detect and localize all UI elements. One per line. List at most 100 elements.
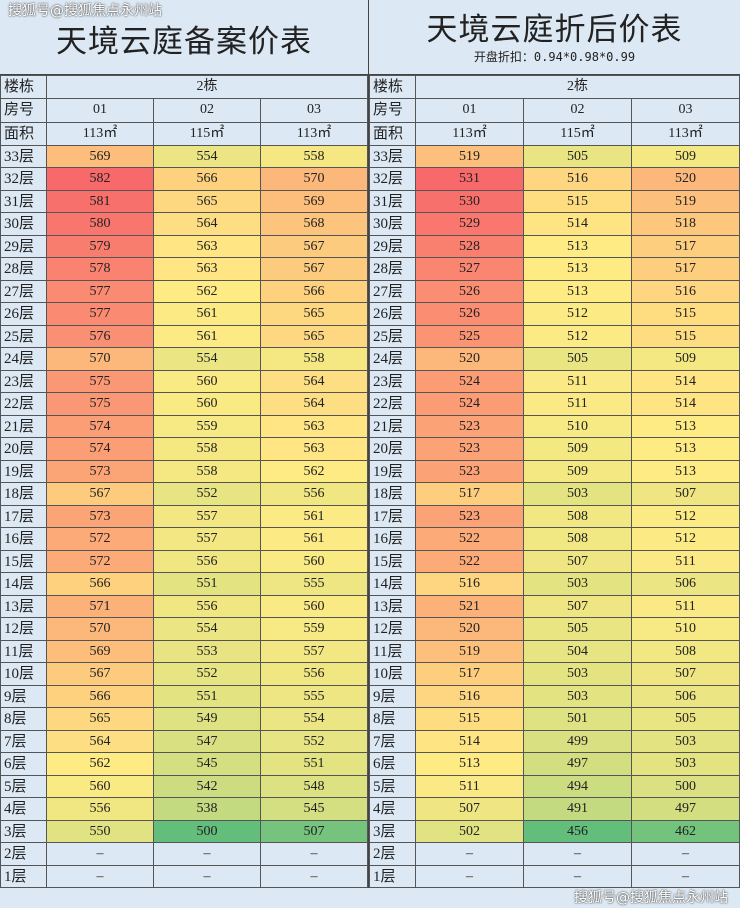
price-cell: – bbox=[523, 864, 632, 889]
floor-label: 15层 bbox=[0, 549, 47, 574]
floor-label: 11层 bbox=[369, 639, 416, 664]
floor-label: 30层 bbox=[0, 212, 47, 236]
price-cell: 517 bbox=[631, 234, 740, 259]
price-cell: 556 bbox=[260, 482, 368, 506]
price-cell: 491 bbox=[523, 797, 632, 821]
price-cell: 564 bbox=[260, 392, 368, 416]
floor-row: 5层 560 542 548 bbox=[0, 774, 368, 799]
price-cell: 555 bbox=[260, 572, 368, 596]
price-cell: 550 bbox=[46, 819, 154, 844]
price-cell: 573 bbox=[46, 504, 154, 529]
floor-row: 19层 523 509 513 bbox=[369, 459, 740, 484]
price-cell: – bbox=[415, 842, 524, 866]
floor-label: 12层 bbox=[0, 617, 47, 641]
floor-label: 21层 bbox=[369, 414, 416, 439]
price-tables: 天境云庭备案价表 楼栋 2栋 房号 01 02 03 面积 113㎡ 115㎡ 113㎡ 33层 56… bbox=[0, 0, 740, 889]
price-cell: 569 bbox=[260, 189, 368, 214]
price-cell: 519 bbox=[415, 144, 524, 169]
title-area: 天境云庭折后价表 开盘折扣：0.94*0.98*0.99 bbox=[369, 0, 740, 75]
price-cell: 553 bbox=[153, 639, 261, 664]
price-cell: 557 bbox=[153, 504, 261, 529]
price-cell: – bbox=[415, 864, 524, 889]
price-cell: 511 bbox=[523, 369, 632, 394]
price-cell: 564 bbox=[260, 369, 368, 394]
price-cell: 549 bbox=[153, 707, 261, 731]
table-title: 天境云庭折后价表 bbox=[426, 12, 683, 47]
price-cell: 569 bbox=[46, 144, 154, 169]
price-cell: 565 bbox=[46, 707, 154, 731]
row-label: 楼栋 bbox=[0, 74, 47, 100]
floor-row: 23层 524 511 514 bbox=[369, 369, 740, 394]
floor-row: 1层 – – – bbox=[0, 864, 368, 889]
price-cell: 517 bbox=[415, 662, 524, 686]
price-cell: 558 bbox=[153, 459, 261, 484]
row-label: 面积 bbox=[369, 121, 416, 146]
unit-area: 115㎡ bbox=[523, 121, 632, 146]
price-cell: 505 bbox=[523, 617, 632, 641]
price-cell: 572 bbox=[46, 527, 154, 551]
price-cell: 523 bbox=[415, 459, 524, 484]
price-cell: 514 bbox=[415, 729, 524, 754]
floor-label: 9层 bbox=[369, 684, 416, 709]
price-cell: 507 bbox=[523, 594, 632, 619]
price-cell: 551 bbox=[153, 572, 261, 596]
price-cell: 524 bbox=[415, 392, 524, 416]
price-cell: 563 bbox=[260, 437, 368, 461]
price-cell: 564 bbox=[153, 212, 261, 236]
unit-area: 113㎡ bbox=[260, 121, 368, 146]
floor-label: 16层 bbox=[369, 527, 416, 551]
price-cell: 510 bbox=[523, 414, 632, 439]
price-cell: 515 bbox=[415, 707, 524, 731]
price-cell: 548 bbox=[260, 774, 368, 799]
price-cell: 514 bbox=[631, 392, 740, 416]
floor-row: 28层 578 563 567 bbox=[0, 257, 368, 281]
price-cell: 512 bbox=[631, 527, 740, 551]
price-cell: 503 bbox=[523, 662, 632, 686]
price-cell: 507 bbox=[631, 482, 740, 506]
price-cell: 522 bbox=[415, 527, 524, 551]
price-cell: 560 bbox=[153, 369, 261, 394]
price-cell: 511 bbox=[631, 594, 740, 619]
price-cell: 562 bbox=[153, 279, 261, 304]
floor-label: 11层 bbox=[0, 639, 47, 664]
floor-row: 2层 – – – bbox=[0, 842, 368, 866]
floor-label: 6层 bbox=[0, 752, 47, 776]
price-cell: 523 bbox=[415, 414, 524, 439]
price-cell: 557 bbox=[260, 639, 368, 664]
floor-row: 19层 573 558 562 bbox=[0, 459, 368, 484]
price-cell: 570 bbox=[46, 617, 154, 641]
price-cell: – bbox=[46, 842, 154, 866]
price-cell: 512 bbox=[523, 302, 632, 326]
floor-label: 7层 bbox=[0, 729, 47, 754]
floor-label: 33层 bbox=[0, 144, 47, 169]
floor-row: 20层 523 509 513 bbox=[369, 437, 740, 461]
floor-row: 10层 517 503 507 bbox=[369, 662, 740, 686]
price-cell: 507 bbox=[415, 797, 524, 821]
price-cell: 577 bbox=[46, 279, 154, 304]
floor-label: 32层 bbox=[0, 167, 47, 191]
price-cell: 514 bbox=[631, 369, 740, 394]
price-cell: 554 bbox=[260, 707, 368, 731]
price-cell: – bbox=[523, 842, 632, 866]
floor-label: 29层 bbox=[0, 234, 47, 259]
floor-label: 20层 bbox=[0, 437, 47, 461]
price-cell: 554 bbox=[153, 144, 261, 169]
price-cell: 507 bbox=[631, 662, 740, 686]
price-cell: 552 bbox=[260, 729, 368, 754]
price-cell: 526 bbox=[415, 279, 524, 304]
price-cell: 556 bbox=[260, 662, 368, 686]
floor-label: 3层 bbox=[369, 819, 416, 844]
price-cell: 508 bbox=[523, 504, 632, 529]
watermark-bottom: 搜狐号@搜狐焦点永州站 bbox=[574, 890, 728, 906]
floor-row: 7层 514 499 503 bbox=[369, 729, 740, 754]
floor-label: 8层 bbox=[0, 707, 47, 731]
floor-row: 17层 523 508 512 bbox=[369, 504, 740, 529]
price-cell: 575 bbox=[46, 369, 154, 394]
floor-label: 5层 bbox=[0, 774, 47, 799]
filed-price-panel: 天境云庭备案价表 楼栋 2栋 房号 01 02 03 面积 113㎡ 115㎡ 113㎡ 33层 56… bbox=[0, 0, 369, 889]
floor-row: 3层 550 500 507 bbox=[0, 819, 368, 844]
floor-row: 17层 573 557 561 bbox=[0, 504, 368, 529]
floor-row: 8层 515 501 505 bbox=[369, 707, 740, 731]
floor-label: 17层 bbox=[0, 504, 47, 529]
price-cell: 513 bbox=[631, 414, 740, 439]
